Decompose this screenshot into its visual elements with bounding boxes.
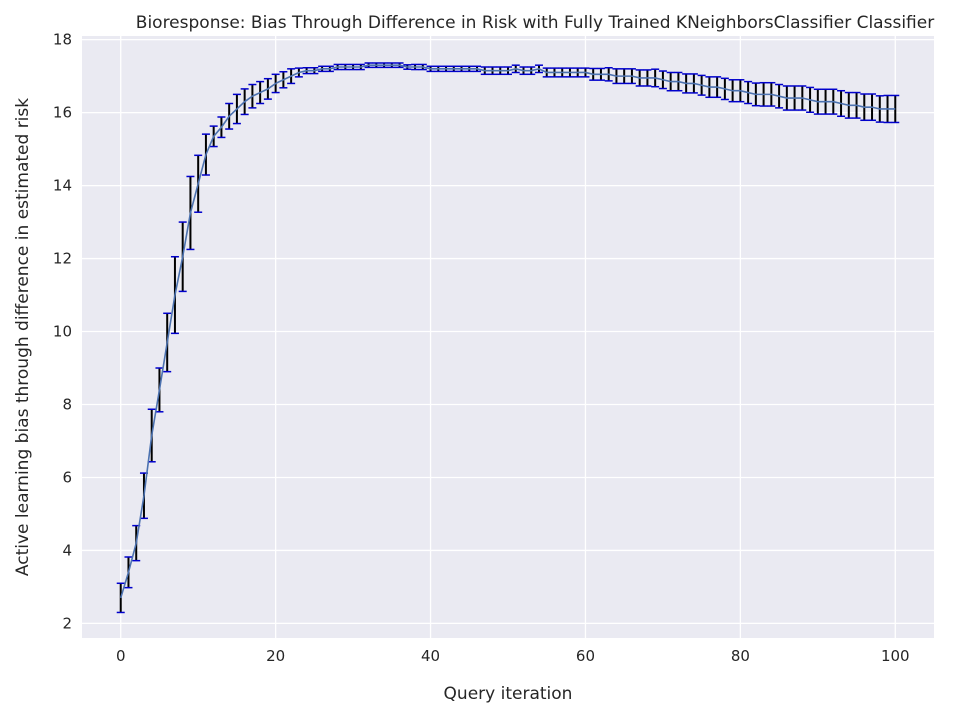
y-tick-label: 18: [53, 31, 72, 49]
y-tick-label: 8: [62, 395, 72, 413]
x-axis-title: Query iteration: [444, 684, 573, 704]
y-tick-label: 4: [62, 541, 72, 559]
y-tick-label: 12: [53, 250, 72, 268]
y-axis-ticks: 2 4 6 8 10 12 14 16 18: [53, 31, 72, 633]
x-tick-label: 0: [116, 647, 126, 665]
x-axis-ticks: 0 20 40 60 80 100: [116, 647, 910, 665]
y-tick-label: 14: [53, 177, 72, 195]
x-tick-label: 60: [576, 647, 595, 665]
x-tick-label: 20: [266, 647, 285, 665]
x-tick-label: 40: [421, 647, 440, 665]
y-tick-label: 10: [53, 323, 72, 341]
plot-area: [82, 36, 934, 638]
error-bars: [116, 62, 900, 614]
y-tick-label: 6: [62, 468, 72, 486]
grid-lines: [82, 36, 934, 638]
y-tick-label: 16: [53, 104, 72, 122]
chart-title: Bioresponse: Bias Through Difference in …: [136, 13, 934, 33]
x-tick-label: 80: [731, 647, 750, 665]
x-tick-label: 100: [881, 647, 910, 665]
y-tick-label: 2: [62, 614, 72, 632]
series-line: [119, 64, 896, 599]
y-axis-title: Active learning bias through difference …: [13, 98, 33, 576]
